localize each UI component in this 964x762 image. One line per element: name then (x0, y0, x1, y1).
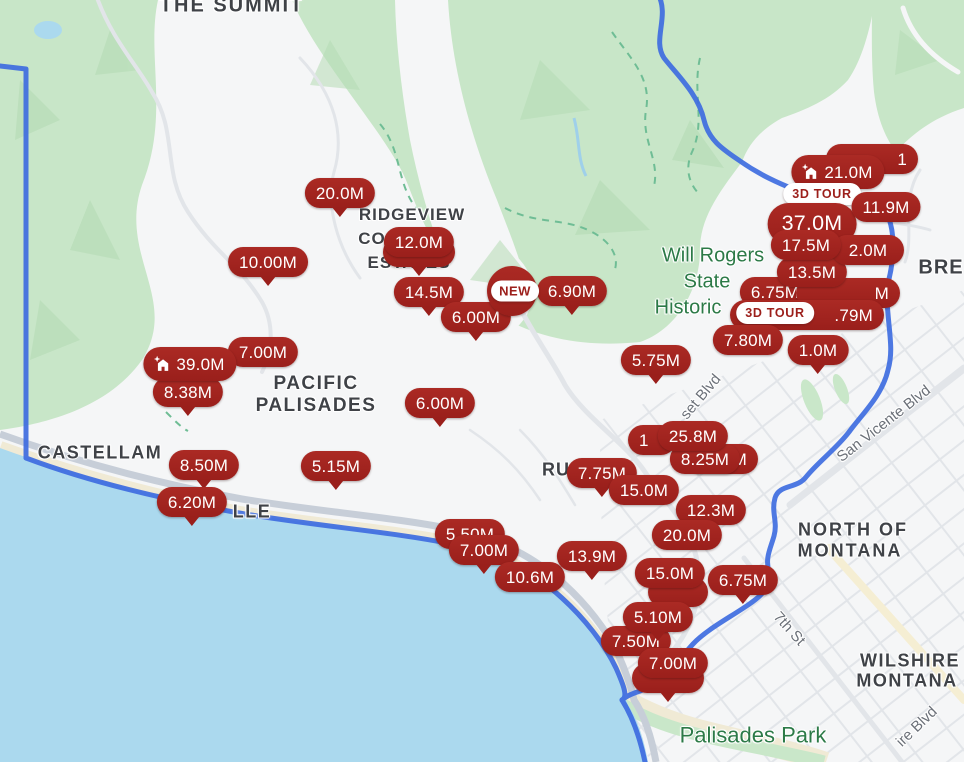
price-pin-label: 20.0M (662, 525, 712, 545)
price-pin-12-0m[interactable]: 12.0M (383, 227, 455, 257)
price-pin-label: 17.5M (781, 235, 831, 255)
price-pin-39-0m[interactable]: 39.0M (143, 347, 237, 381)
price-pin-6-90m[interactable]: 6.90M (536, 276, 608, 306)
price-pin-5-75m[interactable]: 5.75M (620, 345, 692, 375)
3d-tour-badge[interactable]: 3D TOUR (736, 302, 814, 324)
price-pin-5-15m[interactable]: 5.15M (300, 451, 372, 481)
price-pin-6-00m[interactable]: 6.00M (440, 302, 512, 332)
price-pin-label: 7.00M (459, 540, 509, 560)
price-pin-label: 7.00M (648, 653, 698, 673)
price-pin-20-0m[interactable]: 20.0M (651, 520, 723, 550)
price-pin-label: 15.0M (645, 563, 695, 583)
price-pin-5-10m[interactable]: 5.10M (622, 602, 694, 632)
price-pin-label: 6.75M (750, 282, 800, 302)
price-pin-label: 15.0M (619, 480, 669, 500)
price-pin-label: 21.0M (824, 162, 873, 182)
price-pin-label: M (874, 283, 889, 303)
price-pin-7-80m[interactable]: 7.80M (712, 325, 784, 355)
price-pin-label: 13.9M (567, 546, 617, 566)
price-pin-label: 5.75M (631, 350, 681, 370)
price-pin-label: 12.3M (686, 500, 736, 520)
price-pin-label: 6.20M (167, 492, 217, 512)
price-pin-label: 25.8M (668, 426, 718, 446)
price-pin-15-0m[interactable]: 15.0M (608, 475, 680, 505)
price-pin-label: 5.10M (633, 607, 683, 627)
price-pin-7-00m[interactable]: 7.00M (637, 648, 709, 678)
price-pin-11-9m[interactable]: 11.9M (851, 192, 921, 222)
sparkle-home-icon (152, 355, 171, 374)
price-pin-label: 5.15M (311, 456, 361, 476)
price-pin-10-00m[interactable]: 10.00M (228, 247, 308, 277)
3d-tour-badge[interactable]: 3D TOUR (783, 183, 861, 205)
price-pin-label: 11.9M (862, 197, 910, 217)
price-pin-label: 1.0M (798, 340, 838, 360)
price-pin-label: 8.50M (179, 455, 229, 475)
price-pin-13-5m[interactable]: 13.5M (776, 257, 848, 287)
price-pin-label: 8.25M (680, 449, 730, 469)
price-pin-20-0m[interactable]: 20.0M (304, 178, 376, 208)
price-pin-label: 37.0M (781, 211, 843, 236)
sparkle-home-icon (800, 163, 819, 182)
price-pin-label: 39.0M (176, 354, 225, 374)
price-pin-label: 10.6M (505, 567, 555, 587)
price-pin-label: 12.0M (394, 232, 444, 252)
price-pin-label: 6.00M (415, 393, 465, 413)
price-pin-label: 6.00M (451, 307, 501, 327)
price-pin-label: 1 (897, 149, 907, 169)
price-pin-37-0m[interactable]: 37.0M (767, 203, 857, 245)
price-pin-2-0m[interactable]: 2.0M (832, 235, 904, 265)
price-pin-label: 13.5M (787, 262, 837, 282)
price-pin-label: 6.90M (547, 281, 597, 301)
price-pin-8-38m[interactable]: 8.38M (152, 377, 224, 407)
price-pin-7-00m[interactable]: 7.00M (448, 535, 520, 565)
price-pin-15-0m[interactable]: 15.0M (634, 558, 706, 588)
price-pin-6-00m[interactable]: 6.00M (404, 388, 476, 418)
price-pin-17-5m[interactable]: 17.5M (770, 230, 842, 260)
price-pin-1-0m[interactable]: 1.0M (787, 335, 849, 365)
price-pin-label: 10.00M (239, 252, 297, 272)
price-pin-6-75m[interactable]: 6.75M (707, 565, 779, 595)
new-badge[interactable]: NEW (491, 280, 539, 302)
price-pin-label: 7.00M (238, 342, 288, 362)
price-pin-label: 8.38M (163, 382, 213, 402)
price-pin-label: 7.80M (723, 330, 773, 350)
price-pin-label: 7.50M (611, 631, 661, 651)
price-pin-7-00m[interactable]: 7.00M (227, 337, 299, 367)
price-pin-6-20m[interactable]: 6.20M (156, 487, 228, 517)
price-pin-label: .79M (834, 305, 873, 325)
price-pin-label: 1 (639, 430, 649, 450)
price-pin-label: 14.5M (404, 282, 454, 302)
price-pin-label: 20.0M (315, 183, 365, 203)
price-pin-13-9m[interactable]: 13.9M (556, 541, 628, 571)
price-pin-8-50m[interactable]: 8.50M (168, 450, 240, 480)
price-pin-label: 6.75M (718, 570, 768, 590)
price-pin-10-6m[interactable]: 10.6M (494, 562, 566, 592)
price-pin-25-8m[interactable]: 25.8M (657, 421, 729, 451)
price-pin-label: 2.0M (848, 240, 888, 260)
